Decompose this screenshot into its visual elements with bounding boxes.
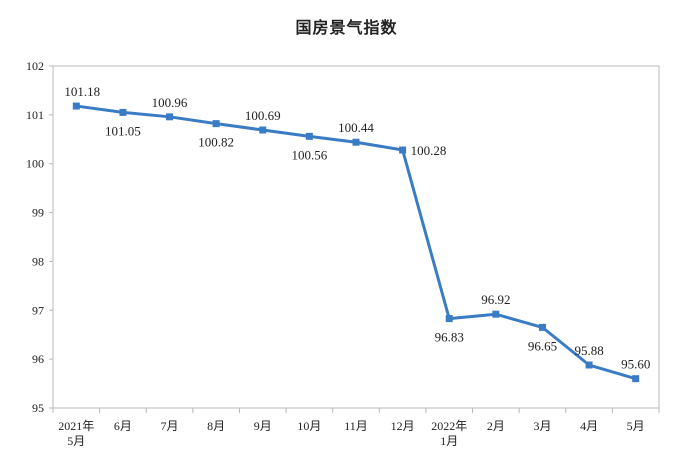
data-label: 95.88 xyxy=(574,343,603,358)
data-label: 96.83 xyxy=(435,330,464,345)
data-label: 100.28 xyxy=(411,143,447,158)
data-label: 101.05 xyxy=(105,123,141,138)
x-tick-label: 9月 xyxy=(254,419,272,433)
data-label: 96.65 xyxy=(528,338,557,353)
chart-title: 国房景气指数 xyxy=(295,18,398,37)
y-tick-label: 96 xyxy=(32,352,44,366)
data-point xyxy=(305,132,313,140)
x-tick-label: 5月 xyxy=(627,419,645,433)
x-tick-label: 12月 xyxy=(391,419,415,433)
y-tick-label: 100 xyxy=(26,157,44,171)
data-point xyxy=(119,108,127,116)
x-tick-label: 11月 xyxy=(344,419,368,433)
data-point xyxy=(399,146,407,154)
x-tick-label: 3月 xyxy=(533,419,551,433)
data-label: 100.82 xyxy=(198,135,234,150)
x-tick-label: 4月 xyxy=(580,419,598,433)
data-point xyxy=(259,126,267,134)
data-label: 101.18 xyxy=(64,84,100,99)
x-tick-label: 10月 xyxy=(297,419,321,433)
data-point xyxy=(538,323,546,331)
y-tick-label: 98 xyxy=(32,254,44,268)
data-point xyxy=(166,113,174,121)
y-tick-label: 102 xyxy=(26,59,44,73)
data-point xyxy=(585,361,593,369)
x-tick-label: 7月 xyxy=(161,419,179,433)
y-tick-label: 101 xyxy=(26,108,44,122)
plot-frame xyxy=(52,65,660,409)
x-tick-label: 2022年 1月 xyxy=(431,419,467,448)
data-point xyxy=(492,310,500,318)
data-label: 100.44 xyxy=(338,120,374,135)
data-point xyxy=(72,102,80,110)
data-point xyxy=(212,120,220,128)
data-label: 96.92 xyxy=(481,292,510,307)
data-point xyxy=(632,375,640,383)
data-point xyxy=(352,138,360,146)
data-label: 100.96 xyxy=(152,95,188,110)
x-tick-label: 2021年 5月 xyxy=(58,419,94,448)
data-point xyxy=(445,315,453,323)
data-label: 95.60 xyxy=(621,357,650,372)
x-tick-label: 8月 xyxy=(207,419,225,433)
y-tick-label: 95 xyxy=(32,401,44,415)
data-label: 100.69 xyxy=(245,108,281,123)
y-tick-label: 97 xyxy=(32,303,44,317)
y-tick-label: 99 xyxy=(32,206,44,220)
x-tick-label: 2月 xyxy=(487,419,505,433)
data-label: 100.56 xyxy=(292,147,328,162)
x-tick-label: 6月 xyxy=(114,419,132,433)
